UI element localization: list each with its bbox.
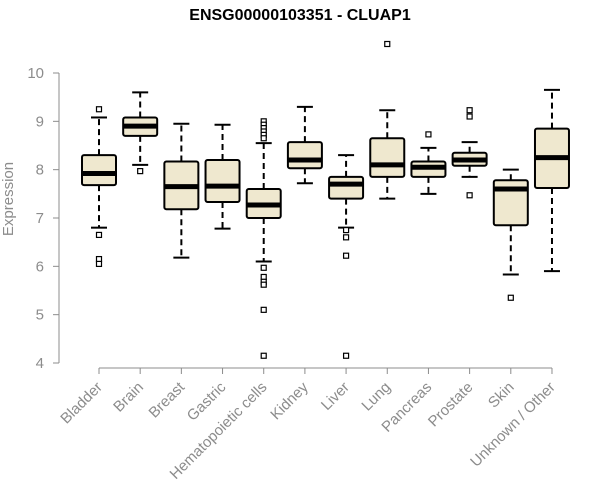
box-iqr [286,141,323,170]
box-iqr [328,175,365,200]
y-tick-label: 10 [27,65,44,82]
outlier-point [342,252,350,259]
box-iqr [369,137,406,178]
outlier-point [260,135,267,142]
box-group [410,131,447,195]
y-tick-label: 6 [36,258,44,275]
x-tick-label: Breast [146,378,189,421]
x-tick-label: Skin [485,379,518,412]
box-iqr [492,179,529,227]
y-axis-label: Expression [0,162,17,236]
box-iqr [204,159,241,204]
box-group [163,122,200,259]
y-tick-label: 4 [36,355,44,372]
box-group [81,106,117,268]
x-tick-label: Bladder [57,379,106,428]
x-tick-label: Brain [110,379,147,416]
box-group [245,118,282,359]
box-group [451,107,488,199]
y-tick-label: 7 [36,210,44,227]
box-group [533,88,570,273]
outlier-point [466,192,473,199]
x-tick-label: Lung [358,379,394,415]
x-tick-label: Kidney [267,378,312,423]
outlier-point [137,168,144,175]
x-tick-label: Liver [318,379,353,414]
outlier-point [95,231,103,239]
x-tick-label: Prostate [425,379,477,431]
outlier-point [507,294,514,301]
box-group [492,168,529,301]
outlier-point [260,306,267,313]
y-tick-label: 8 [36,162,44,179]
outlier-point [342,234,350,241]
box-group [328,154,365,359]
outlier-point [260,352,267,359]
box-group [286,105,323,185]
chart-title: ENSG00000103351 - CLUAP1 [189,7,411,24]
outlier-point [260,264,267,271]
outlier-point [342,352,350,359]
box-group [204,123,241,230]
outlier-point [425,131,432,138]
outlier-point [260,281,267,288]
y-tick-label: 5 [36,307,44,324]
box-group [122,91,159,175]
outlier-point [95,260,103,268]
outlier-point [466,107,473,114]
outlier-point [342,226,350,234]
box-group [369,40,406,200]
outlier-point [466,113,473,120]
y-tick-label: 9 [36,113,44,130]
box-iqr [81,154,117,187]
outlier-point [384,40,391,48]
outlier-point [95,106,103,113]
